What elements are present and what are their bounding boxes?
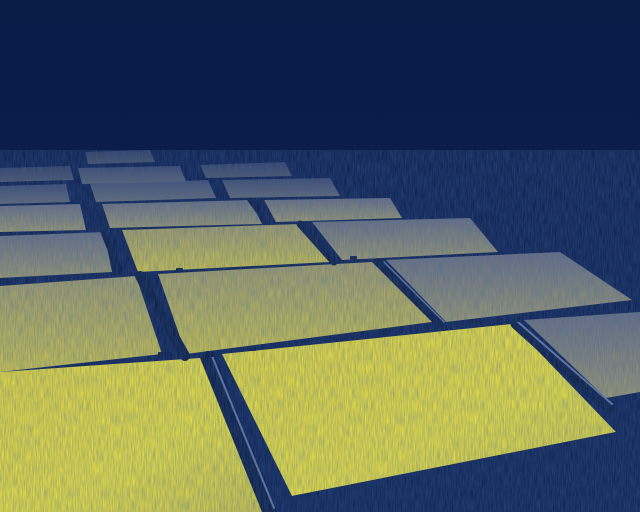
thermal-noise-overlay [0, 150, 640, 512]
